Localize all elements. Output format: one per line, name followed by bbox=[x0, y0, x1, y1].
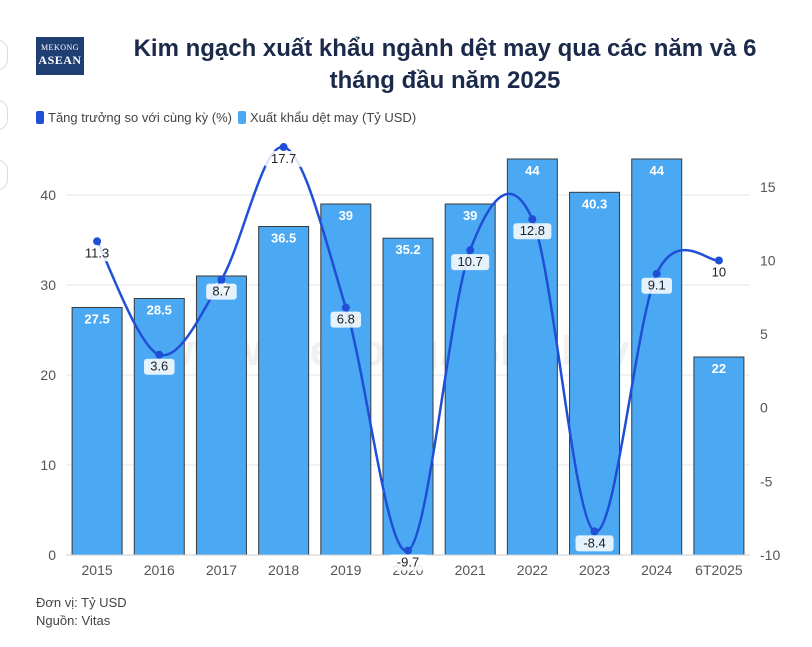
x-axis-tick-label: 2018 bbox=[268, 562, 299, 578]
logo-line-2: ASEAN bbox=[38, 53, 82, 67]
growth-point bbox=[404, 546, 412, 555]
x-axis-tick-label: 2024 bbox=[641, 562, 672, 578]
right-axis-tick-label: -10 bbox=[760, 547, 780, 563]
bar-data-label: 44 bbox=[649, 163, 664, 178]
left-axis-tick-label: 20 bbox=[40, 367, 56, 383]
right-axis-tick-label: 15 bbox=[760, 179, 776, 195]
bar-data-label: 27.5 bbox=[84, 312, 109, 327]
growth-point bbox=[652, 269, 661, 278]
legend-label-export: Xuất khẩu dệt may (Tỷ USD) bbox=[249, 110, 417, 125]
bar bbox=[382, 237, 434, 556]
x-axis-tick-label: 2016 bbox=[144, 562, 175, 578]
growth-label-bg bbox=[206, 283, 237, 300]
growth-point bbox=[93, 237, 102, 246]
unit-note: Đơn vị: Tỷ USD bbox=[36, 595, 127, 610]
growth-point bbox=[155, 350, 164, 359]
bar bbox=[258, 226, 310, 556]
bar bbox=[71, 307, 123, 556]
growth-data-label: 10.7 bbox=[458, 254, 483, 269]
logo-line-1: MEKONG bbox=[40, 43, 80, 52]
bar bbox=[569, 191, 621, 556]
chart-footer: Đơn vị: Tỷ USD Nguồn: Vitas bbox=[36, 594, 127, 630]
growth-label-bg bbox=[389, 554, 427, 571]
growth-label-bg bbox=[513, 223, 552, 240]
growth-point bbox=[341, 303, 350, 312]
x-axis-tick-label: 2023 bbox=[579, 562, 610, 578]
left-axis-tick-label: 0 bbox=[48, 547, 56, 563]
left-axis-tick-label: 30 bbox=[40, 277, 56, 293]
bar-data-label: 44 bbox=[525, 163, 540, 178]
x-axis-tick-label: 6T2025 bbox=[695, 562, 743, 578]
growth-data-label: 8.7 bbox=[212, 284, 230, 299]
growth-label-bg bbox=[78, 245, 117, 262]
bar bbox=[133, 298, 185, 556]
growth-data-label: 10 bbox=[712, 264, 726, 279]
growth-point bbox=[217, 275, 226, 284]
right-axis-tick-label: 10 bbox=[760, 252, 776, 268]
growth-label-bg bbox=[451, 254, 490, 271]
growth-point bbox=[590, 527, 599, 536]
right-axis-tick-label: 5 bbox=[760, 326, 768, 342]
growth-data-label: 12.8 bbox=[520, 223, 545, 238]
growth-data-label: 9.1 bbox=[648, 278, 666, 293]
growth-label-bg bbox=[575, 535, 614, 552]
growth-data-label: -9.7 bbox=[397, 555, 419, 570]
growth-label-bg bbox=[641, 277, 672, 294]
bar-data-label: 28.5 bbox=[147, 303, 172, 318]
growth-label-bg bbox=[330, 311, 362, 328]
growth-point bbox=[528, 215, 537, 224]
left-axis-tick-label: 10 bbox=[40, 457, 56, 473]
bar-data-label: 39 bbox=[463, 208, 477, 223]
right-axis-tick-label: -5 bbox=[760, 473, 773, 489]
growth-point bbox=[714, 256, 723, 265]
growth-point bbox=[466, 246, 475, 255]
bar bbox=[693, 356, 745, 556]
growth-point bbox=[279, 143, 288, 152]
growth-data-label: 11.3 bbox=[85, 245, 109, 260]
bar-data-label: 36.5 bbox=[271, 231, 296, 246]
growth-label-bg bbox=[144, 358, 175, 375]
legend-item-growth[interactable]: Tăng trưởng so với cùng kỳ (%) bbox=[36, 110, 232, 125]
right-axis-tick-label: 0 bbox=[760, 400, 768, 416]
chart-title: Kim ngạch xuất khẩu ngành dệt may qua cá… bbox=[133, 35, 757, 94]
chart-legend: Tăng trưởng so với cùng kỳ (%) Xuất khẩu… bbox=[36, 110, 416, 125]
bar-data-label: 39 bbox=[339, 208, 353, 223]
growth-data-label: 3.6 bbox=[150, 359, 168, 374]
brand-logo: MEKONG ASEAN bbox=[36, 37, 84, 75]
x-axis-tick-label: 2017 bbox=[206, 562, 237, 578]
x-axis-tick-label: 2019 bbox=[330, 562, 361, 578]
x-axis-tick-label: 2015 bbox=[82, 562, 113, 578]
growth-label-bg bbox=[264, 151, 303, 168]
legend-label-growth: Tăng trưởng so với cùng kỳ (%) bbox=[48, 110, 232, 125]
legend-swatch-export bbox=[237, 111, 246, 124]
legend-swatch-growth bbox=[36, 111, 44, 124]
growth-data-label: 17.7 bbox=[271, 151, 296, 166]
x-axis-tick-label: 2021 bbox=[455, 562, 486, 578]
bar-data-label: 22 bbox=[712, 361, 726, 376]
source-note: Nguồn: Vitas bbox=[36, 613, 111, 628]
left-axis-tick-label: 40 bbox=[40, 187, 56, 203]
growth-data-label: -8.4 bbox=[583, 535, 605, 550]
legend-item-export[interactable]: Xuất khẩu dệt may (Tỷ USD) bbox=[237, 110, 417, 125]
growth-data-label: 6.8 bbox=[337, 312, 355, 327]
bar bbox=[195, 275, 247, 556]
bar bbox=[631, 158, 683, 556]
x-axis-tick-label: 2022 bbox=[517, 562, 548, 578]
growth-label-bg bbox=[707, 264, 731, 281]
bar-data-label: 40.3 bbox=[582, 196, 607, 211]
bar-data-label: 35.2 bbox=[395, 242, 420, 257]
